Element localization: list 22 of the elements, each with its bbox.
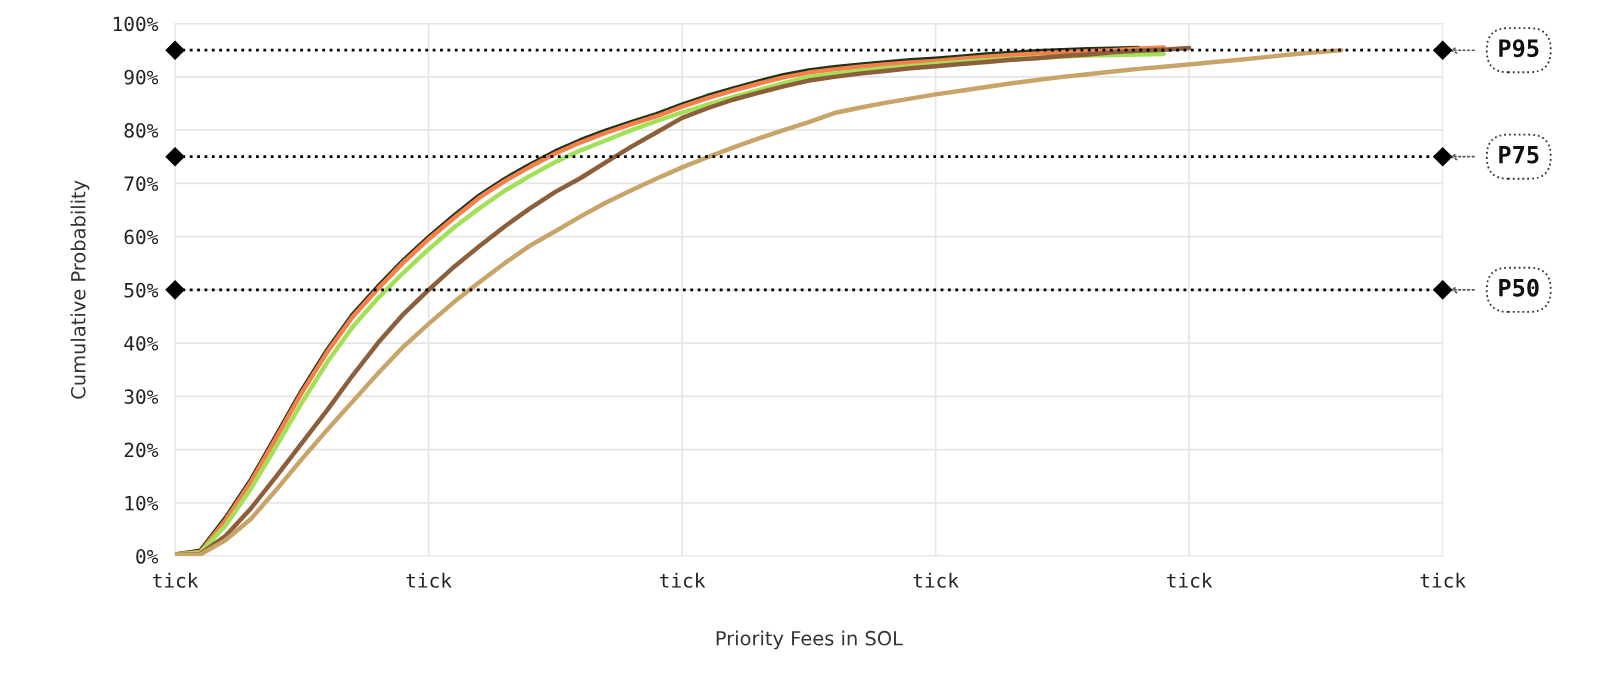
- y-tick-label: 50%: [124, 282, 159, 298]
- y-tick-label: 90%: [124, 69, 159, 85]
- y-tick-label: 70%: [124, 176, 159, 192]
- x-axis-title: Priority Fees in SOL: [716, 630, 903, 650]
- y-tick-label: 10%: [125, 495, 159, 511]
- x-tick-label: tick: [659, 572, 706, 588]
- y-tick-label: 60%: [124, 229, 159, 245]
- ref-line-label: P95: [1499, 39, 1539, 58]
- x-tick-label: tick: [1167, 572, 1213, 588]
- y-tick-label: 40%: [124, 336, 159, 351]
- x-tick-label: tick: [152, 572, 199, 588]
- y-tick-label: 100%: [113, 16, 159, 32]
- x-tick-label: tick: [1420, 572, 1466, 588]
- x-tick-label: tick: [406, 572, 452, 588]
- ref-line-label: P75: [1499, 146, 1539, 164]
- ref-line-label: P50: [1499, 278, 1539, 297]
- y-tick-label: 30%: [124, 389, 159, 405]
- y-tick-label: 0%: [136, 549, 159, 564]
- y-tick-label: 20%: [124, 442, 159, 458]
- x-tick-label: tick: [913, 572, 959, 588]
- y-tick-label: 80%: [124, 123, 159, 138]
- y-axis-title: Cumulative Probability: [70, 180, 90, 399]
